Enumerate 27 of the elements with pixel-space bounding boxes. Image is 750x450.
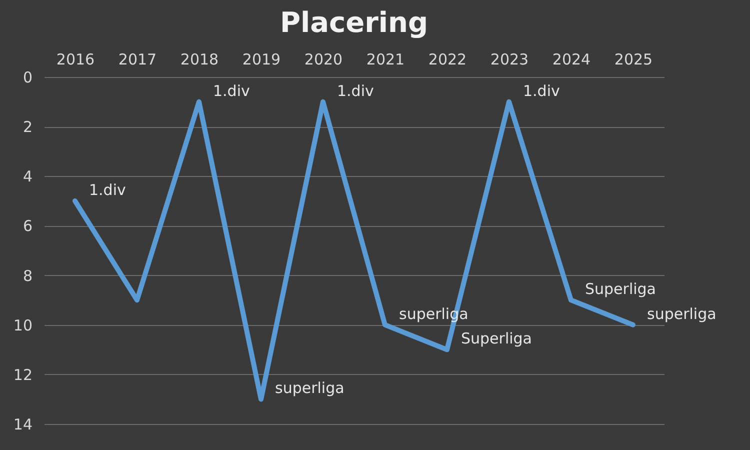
x-tick-label: 2017: [118, 50, 157, 68]
y-tick-label: 2: [22, 118, 32, 136]
x-tick-label: 2021: [366, 50, 405, 68]
x-tick-label: 2025: [614, 50, 653, 68]
x-tick-label: 2022: [428, 50, 467, 68]
y-tick-label: 4: [22, 168, 32, 186]
annotation: superliga: [275, 379, 344, 398]
annotation: Superliga: [461, 330, 532, 348]
x-tick-label: 2018: [180, 50, 219, 68]
annotation: 1.div: [523, 82, 560, 100]
annotation: 1.div: [213, 82, 250, 100]
y-tick-label: 12: [13, 366, 32, 384]
annotation: 1.div: [337, 82, 374, 100]
chart-title: Placering: [280, 6, 428, 39]
x-tick-label: 2023: [490, 50, 529, 68]
y-tick-label: 8: [22, 266, 32, 285]
x-tick-label: 2024: [552, 50, 591, 68]
y-tick-label: 10: [13, 316, 32, 334]
x-tick-label: 2019: [242, 50, 281, 68]
y-tick-label: 6: [22, 217, 32, 236]
annotation: superliga: [647, 304, 716, 323]
annotation: 1.div: [89, 180, 126, 199]
y-tick-label: 14: [13, 416, 32, 434]
annotation: Superliga: [585, 280, 656, 298]
y-tick-label: 0: [22, 68, 32, 86]
x-tick-label: 2020: [304, 50, 343, 68]
x-tick-label: 2016: [56, 50, 95, 68]
